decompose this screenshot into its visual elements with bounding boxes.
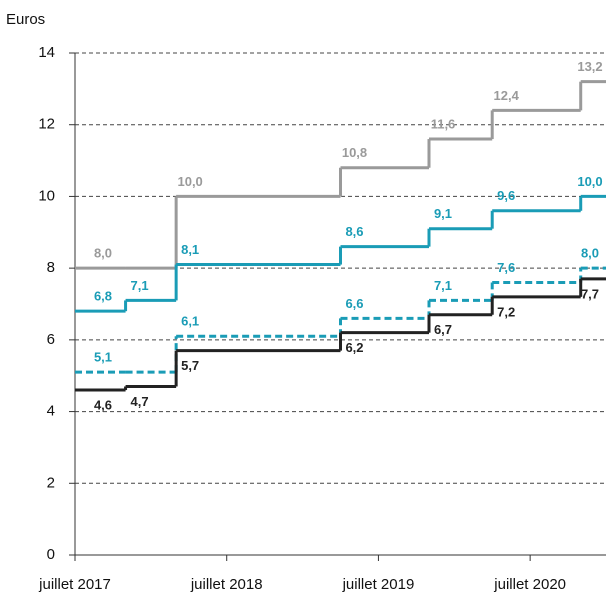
y-tick-label: 14 — [38, 44, 55, 61]
data-label: 7,1 — [131, 278, 149, 293]
data-label: 7,7 — [581, 286, 599, 301]
data-label: 5,7 — [181, 358, 199, 373]
data-label: 6,8 — [94, 289, 112, 304]
x-tick-label: juillet 2019 — [342, 576, 415, 593]
data-label: 9,6 — [497, 188, 515, 203]
y-tick-label: 0 — [47, 546, 55, 563]
data-label: 10,0 — [177, 174, 202, 189]
y-tick-label: 12 — [38, 116, 55, 133]
data-label: 6,6 — [345, 296, 363, 311]
data-label: 4,6 — [94, 397, 112, 412]
x-tick-label: juillet 2017 — [38, 576, 111, 593]
data-label: 9,1 — [434, 206, 452, 221]
data-label: 10,8 — [342, 145, 367, 160]
data-label: 6,7 — [434, 322, 452, 337]
y-tick-label: 8 — [47, 259, 55, 276]
data-label: 8,0 — [94, 246, 112, 261]
y-tick-label: 10 — [38, 187, 55, 204]
data-label: 10,0 — [577, 174, 602, 189]
data-label: 7,1 — [434, 278, 452, 293]
y-tick-label: 6 — [47, 331, 55, 348]
y-tick-label: 4 — [47, 403, 55, 420]
y-tick-label: 2 — [47, 474, 55, 491]
data-label: 4,7 — [131, 394, 149, 409]
data-label: 7,2 — [497, 304, 515, 319]
data-label: 6,1 — [181, 314, 199, 329]
data-label: 8,1 — [181, 242, 199, 257]
y-axis-label: Euros — [6, 11, 45, 28]
data-label: 8,6 — [345, 224, 363, 239]
data-label: 11,6 — [431, 116, 456, 131]
x-tick-label: juillet 2018 — [190, 576, 263, 593]
data-label: 8,0 — [581, 246, 599, 261]
data-label: 13,2 — [577, 59, 602, 74]
data-label: 6,2 — [345, 340, 363, 355]
data-label: 5,1 — [94, 350, 112, 365]
data-label: 12,4 — [494, 88, 520, 103]
x-tick-label: juillet 2020 — [493, 576, 566, 593]
data-label: 7,6 — [497, 260, 515, 275]
